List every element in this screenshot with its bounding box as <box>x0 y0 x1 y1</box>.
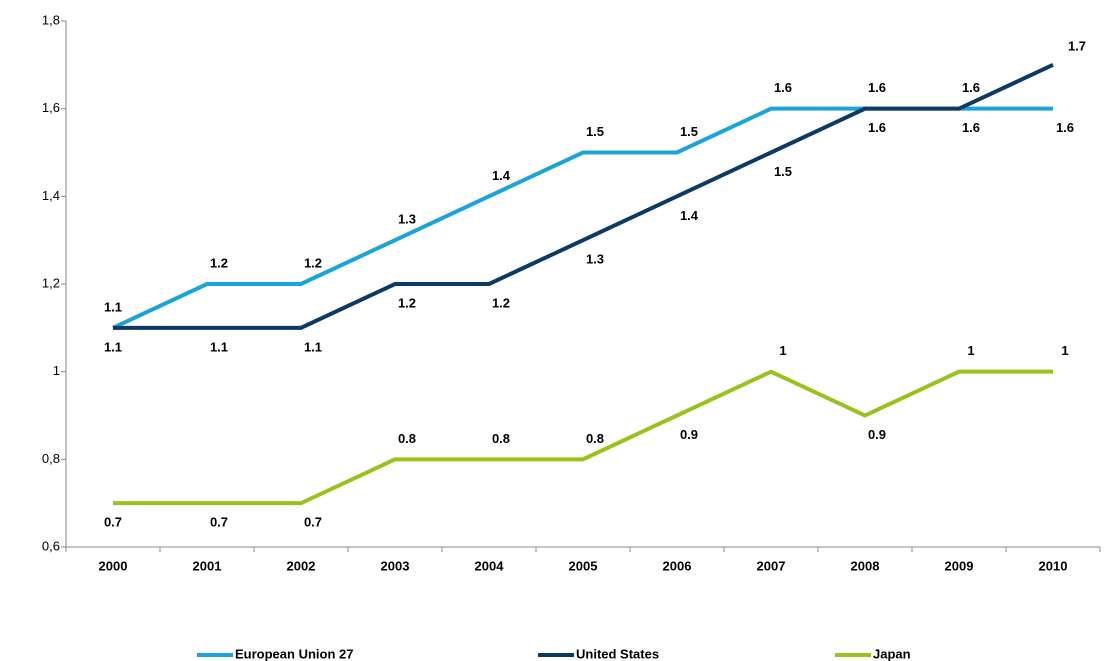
legend-label: United States <box>576 646 659 661</box>
data-label: 1 <box>779 343 786 358</box>
data-label: 1.7 <box>1068 38 1086 53</box>
data-label: 0.8 <box>492 431 510 446</box>
data-label: 1.6 <box>868 120 886 135</box>
data-label: 0.8 <box>586 431 604 446</box>
data-label: 1.1 <box>210 339 228 354</box>
data-label: 1.3 <box>398 212 416 227</box>
data-label: 1 <box>967 343 974 358</box>
y-tick-label: 1,4 <box>42 188 60 203</box>
data-label: 1.5 <box>680 124 698 139</box>
y-tick-label: 1 <box>53 363 60 378</box>
y-tick-label: 0,8 <box>42 451 60 466</box>
x-tick-label: 2009 <box>945 558 974 573</box>
data-label: 1.4 <box>680 208 699 223</box>
x-tick-label: 2007 <box>757 558 786 573</box>
data-label: 1.6 <box>962 120 980 135</box>
x-tick-label: 2000 <box>99 558 128 573</box>
data-label: 1.2 <box>492 295 510 310</box>
x-tick-label: 2003 <box>381 558 410 573</box>
data-label: 0.8 <box>398 431 416 446</box>
data-label: 0.9 <box>680 427 698 442</box>
legend-label: Japan <box>873 646 911 661</box>
data-label: 1.5 <box>586 124 604 139</box>
series-line <box>113 63 1054 330</box>
data-label: 1.6 <box>868 80 886 95</box>
data-label: 1.6 <box>1056 120 1074 135</box>
data-label: 1.5 <box>774 164 792 179</box>
legend-label: European Union 27 <box>235 646 353 661</box>
data-label: 0.7 <box>104 515 122 530</box>
x-tick-label: 2001 <box>193 558 222 573</box>
data-label: 1.4 <box>492 168 511 183</box>
y-tick-label: 0,6 <box>42 538 60 553</box>
y-tick-label: 1,2 <box>42 275 60 290</box>
data-label: 1.6 <box>774 80 792 95</box>
data-label: 1.2 <box>304 255 322 270</box>
x-tick-label: 2005 <box>569 558 598 573</box>
y-tick-label: 1,6 <box>42 100 60 115</box>
series-line <box>113 369 1053 506</box>
data-label: 1.2 <box>398 295 416 310</box>
x-tick-label: 2002 <box>287 558 316 573</box>
x-tick-label: 2010 <box>1039 558 1068 573</box>
data-label: 1.3 <box>586 252 604 267</box>
data-label: 1.1 <box>104 339 122 354</box>
data-label: 0.7 <box>304 515 322 530</box>
series-line <box>112 106 1053 330</box>
y-tick-label: 1,8 <box>42 12 60 27</box>
data-label: 0.9 <box>868 427 886 442</box>
data-label: 1.6 <box>962 80 980 95</box>
data-label: 1.1 <box>304 339 322 354</box>
x-tick-label: 2008 <box>851 558 880 573</box>
x-tick-label: 2004 <box>475 558 505 573</box>
data-label: 0.7 <box>210 515 228 530</box>
x-tick-label: 2006 <box>663 558 692 573</box>
data-label: 1 <box>1061 343 1068 358</box>
data-label: 1.2 <box>210 255 228 270</box>
data-label: 1.1 <box>104 299 122 314</box>
